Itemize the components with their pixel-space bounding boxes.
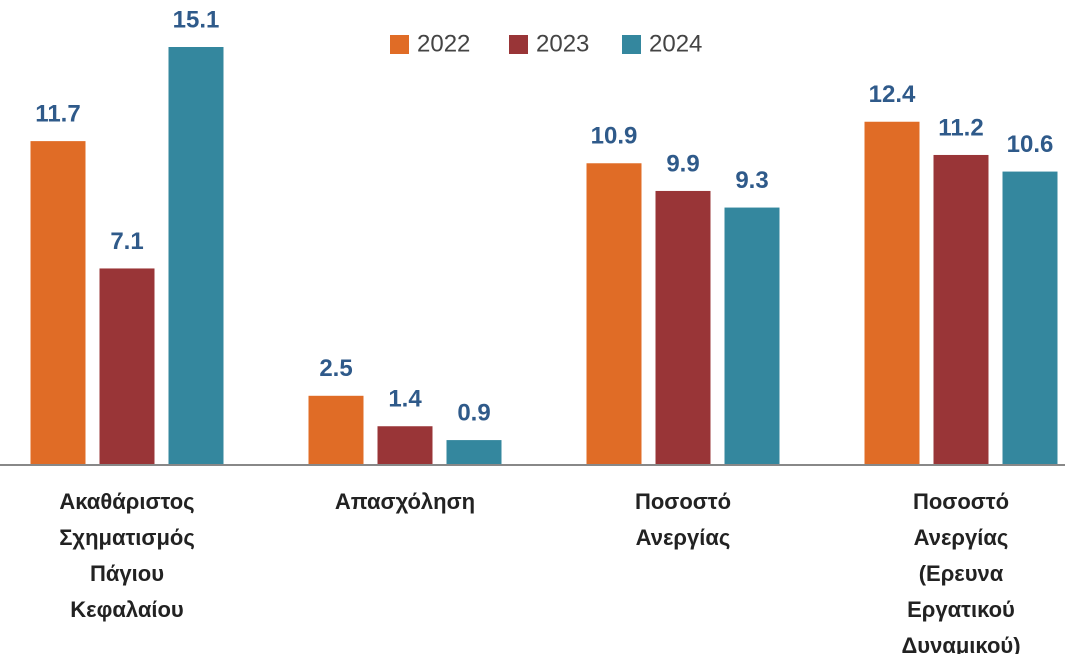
x-tick-label: Ακαθάριστος Σχηματισμός Πάγιου Κεφαλαίου xyxy=(59,489,195,622)
data-label: 1.4 xyxy=(388,386,422,413)
bar xyxy=(168,47,224,465)
bar xyxy=(655,190,711,465)
legend-swatch xyxy=(390,35,409,54)
bar xyxy=(99,268,155,465)
data-label: 15.1 xyxy=(173,6,220,33)
data-label: 10.6 xyxy=(1007,131,1054,158)
data-label: 12.4 xyxy=(869,81,916,108)
bar xyxy=(308,395,364,465)
data-label: 2.5 xyxy=(319,355,352,382)
bar xyxy=(586,163,642,466)
data-label: 0.9 xyxy=(457,399,490,426)
bar xyxy=(724,207,780,466)
data-label: 9.9 xyxy=(666,150,699,177)
x-tick-label: Ποσοστό Ανεργίας (Ερευνα Εργατικού Δυναμ… xyxy=(901,489,1021,654)
legend-label: 2022 xyxy=(417,30,470,57)
legend-swatch xyxy=(622,35,641,54)
data-label: 7.1 xyxy=(110,228,143,255)
legend-label: 2024 xyxy=(649,30,702,57)
data-label: 10.9 xyxy=(591,123,638,150)
data-label: 11.7 xyxy=(35,100,80,127)
bar xyxy=(446,440,502,465)
data-label: 11.2 xyxy=(938,114,983,141)
data-label: 9.3 xyxy=(735,167,768,194)
legend-label: 2023 xyxy=(536,30,589,57)
bar xyxy=(933,154,989,465)
legend-swatch xyxy=(509,35,528,54)
x-tick-label: Απασχόληση xyxy=(334,489,476,514)
bar xyxy=(377,426,433,465)
bar xyxy=(864,121,920,465)
bar xyxy=(30,141,86,465)
bar xyxy=(1002,171,1058,466)
x-tick-label: Ποσοστό Ανεργίας xyxy=(634,489,732,550)
